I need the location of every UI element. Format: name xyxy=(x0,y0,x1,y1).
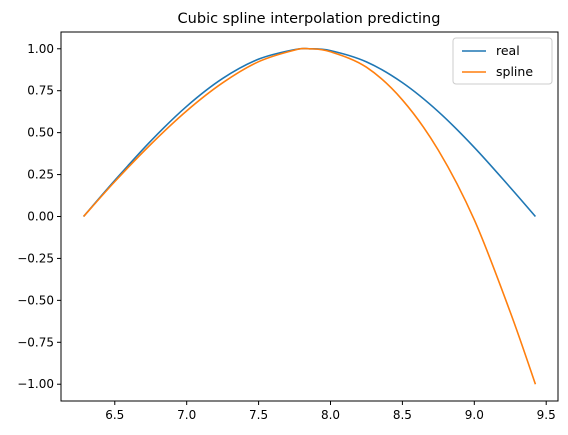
chart-title: Cubic spline interpolation predicting xyxy=(178,11,441,27)
y-tick-label: 0.75 xyxy=(27,84,54,98)
series-layer xyxy=(82,47,537,385)
y-tick-label: −0.50 xyxy=(17,293,54,307)
y-tick-label: −0.25 xyxy=(17,251,54,265)
y-axis-ticks: −1.00 −0.75 −0.50 −0.25 0.00 0.25 0.50 0.75 1.00 xyxy=(17,42,61,391)
y-tick-label: −0.75 xyxy=(17,335,54,349)
y-tick-label: 0.00 xyxy=(27,210,54,224)
y-tick-label: 1.00 xyxy=(27,42,54,56)
legend-label-real: real xyxy=(496,43,520,58)
y-tick-label: −1.00 xyxy=(17,377,54,391)
x-tick-label: 7.5 xyxy=(249,408,268,422)
legend: real spline xyxy=(452,37,553,85)
x-tick-label: 8.5 xyxy=(393,408,412,422)
legend-label-spline: spline xyxy=(496,64,533,79)
x-tick-label: 7.0 xyxy=(177,408,196,422)
x-tick-label: 8.0 xyxy=(321,408,340,422)
x-tick-label: 9.5 xyxy=(537,408,556,422)
y-tick-label: 0.25 xyxy=(27,168,54,182)
x-tick-label: 6.5 xyxy=(105,408,124,422)
x-axis-ticks: 6.5 7.0 7.5 8.0 8.5 9.0 9.5 xyxy=(105,401,556,422)
series-line-spline xyxy=(82,47,537,385)
plot-area-frame xyxy=(60,31,559,402)
y-tick-label: 0.50 xyxy=(27,126,54,140)
x-tick-label: 9.0 xyxy=(465,408,484,422)
